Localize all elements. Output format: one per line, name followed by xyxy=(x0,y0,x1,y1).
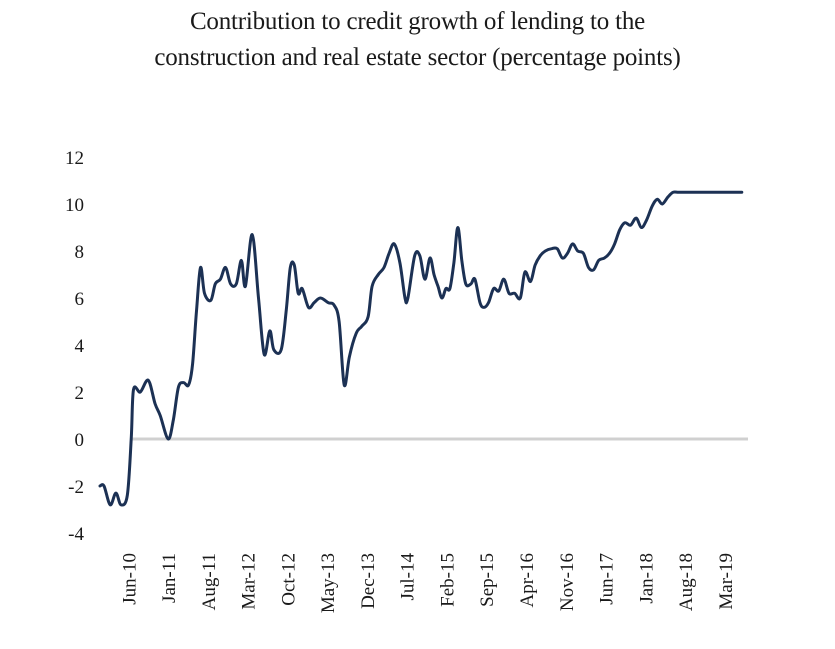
x-tick-label: Jul-14 xyxy=(398,553,419,601)
y-tick-label: 6 xyxy=(75,289,85,310)
x-tick-label: Oct-12 xyxy=(278,553,299,606)
x-tick-label: Feb-15 xyxy=(437,553,458,607)
x-tick-label: Mar-12 xyxy=(239,553,260,610)
chart-title-line-2: construction and real estate sector (per… xyxy=(154,44,681,71)
y-tick-label: 8 xyxy=(75,242,85,263)
y-tick-label: -2 xyxy=(68,477,84,498)
chart-title: Contribution to credit growth of lending… xyxy=(0,4,835,76)
series-line xyxy=(98,190,744,507)
x-tick-label: Mar-19 xyxy=(716,553,737,610)
x-tick-label: Nov-16 xyxy=(557,553,578,611)
y-axis: -4 -2 0 2 4 6 8 10 12 xyxy=(65,148,85,545)
x-tick-label: Jun-10 xyxy=(119,553,140,605)
y-tick-label: 12 xyxy=(65,148,84,169)
x-tick-label: Apr-16 xyxy=(517,553,538,608)
x-tick-label: Aug-18 xyxy=(676,553,697,611)
x-tick-label: May-13 xyxy=(318,553,339,613)
chart-title-line-1: Contribution to credit growth of lending… xyxy=(189,8,646,35)
x-tick-label: Aug-11 xyxy=(199,553,220,610)
y-tick-label: -4 xyxy=(68,524,84,545)
x-tick-label: Jan-18 xyxy=(636,553,657,604)
x-tick-label: Jun-17 xyxy=(597,553,618,605)
y-tick-label: 2 xyxy=(75,383,85,404)
x-tick-label: Sep-15 xyxy=(477,553,498,607)
x-tick-label: Jan-11 xyxy=(159,553,180,603)
x-tick-label: Dec-13 xyxy=(358,553,379,609)
y-tick-label: 0 xyxy=(75,430,85,451)
x-axis: Jun-10 Jan-11 Aug-11 Mar-12 Oct-12 May-13 Dec-… xyxy=(119,553,736,614)
y-tick-label: 10 xyxy=(65,195,84,216)
y-tick-label: 4 xyxy=(75,336,85,357)
